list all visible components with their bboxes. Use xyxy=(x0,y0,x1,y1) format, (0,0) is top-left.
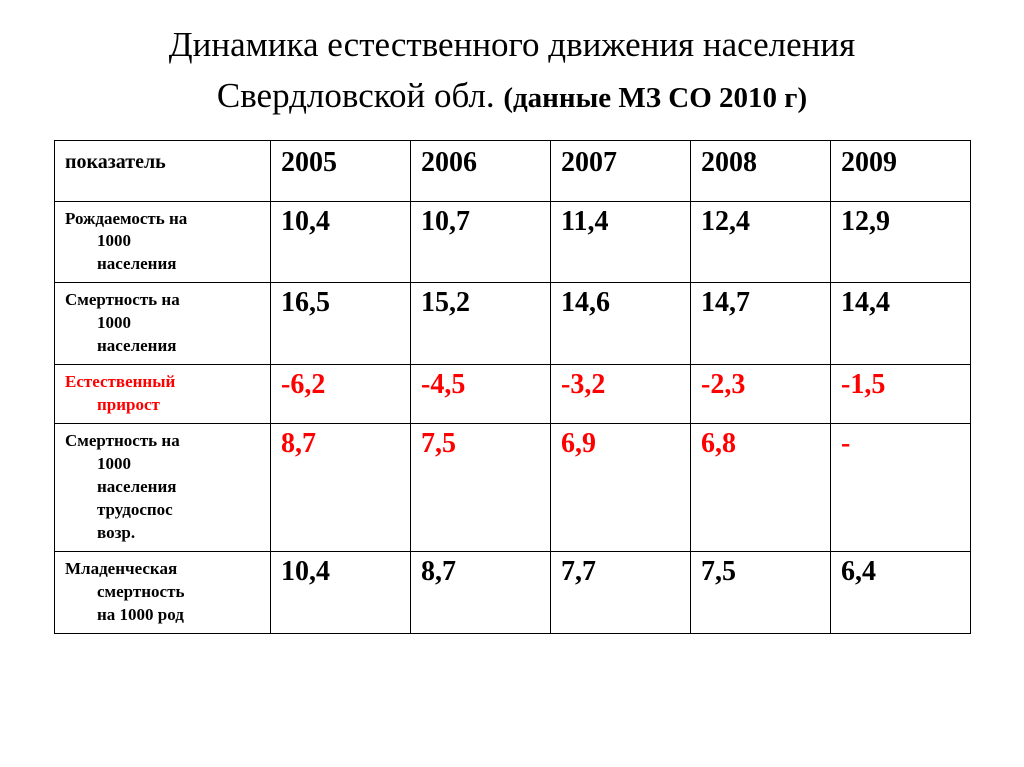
cell-4-1: 8,7 xyxy=(411,551,551,633)
cell-0-0: 10,4 xyxy=(271,201,411,283)
cell-1-2: 14,6 xyxy=(551,283,691,365)
table-header-row: показатель20052006200720082009 xyxy=(55,140,971,201)
cell-2-3: -2,3 xyxy=(691,365,831,424)
title-line2a: Свердловской обл. xyxy=(217,76,495,115)
cell-3-0: 8,7 xyxy=(271,424,411,552)
table-row: Смертность на1000населениятрудоспосвозр.… xyxy=(55,424,971,552)
row-label-4: Младенческаясмертностьна 1000 род xyxy=(55,551,271,633)
cell-3-3: 6,8 xyxy=(691,424,831,552)
cell-4-3: 7,5 xyxy=(691,551,831,633)
cell-1-1: 15,2 xyxy=(411,283,551,365)
cell-2-1: -4,5 xyxy=(411,365,551,424)
cell-2-0: -6,2 xyxy=(271,365,411,424)
table-row: Естественныйприрост-6,2-4,5-3,2-2,3-1,5 xyxy=(55,365,971,424)
slide: Динамика естественного движения населени… xyxy=(0,0,1024,767)
cell-3-2: 6,9 xyxy=(551,424,691,552)
cell-3-4: - xyxy=(831,424,971,552)
row-label-2: Естественныйприрост xyxy=(55,365,271,424)
cell-4-0: 10,4 xyxy=(271,551,411,633)
header-year-4: 2009 xyxy=(831,140,971,201)
cell-2-2: -3,2 xyxy=(551,365,691,424)
row-label-3: Смертность на1000населениятрудоспосвозр. xyxy=(55,424,271,552)
row-label-1: Смертность на1000населения xyxy=(55,283,271,365)
row-label-0: Рождаемость на1000населения xyxy=(55,201,271,283)
page-title: Динамика естественного движения населени… xyxy=(54,20,970,122)
title-line1: Динамика естественного движения населени… xyxy=(169,25,855,64)
cell-1-3: 14,7 xyxy=(691,283,831,365)
table-row: Рождаемость на1000населения10,410,711,41… xyxy=(55,201,971,283)
header-year-3: 2008 xyxy=(691,140,831,201)
cell-0-4: 12,9 xyxy=(831,201,971,283)
title-line2b: (данные МЗ СО 2010 г) xyxy=(503,82,807,114)
cell-0-2: 11,4 xyxy=(551,201,691,283)
header-year-0: 2005 xyxy=(271,140,411,201)
cell-4-2: 7,7 xyxy=(551,551,691,633)
cell-4-4: 6,4 xyxy=(831,551,971,633)
data-table: показатель20052006200720082009Рождаемост… xyxy=(54,140,971,634)
header-label: показатель xyxy=(55,140,271,201)
cell-2-4: -1,5 xyxy=(831,365,971,424)
cell-1-4: 14,4 xyxy=(831,283,971,365)
cell-0-1: 10,7 xyxy=(411,201,551,283)
header-year-1: 2006 xyxy=(411,140,551,201)
header-year-2: 2007 xyxy=(551,140,691,201)
cell-3-1: 7,5 xyxy=(411,424,551,552)
table-row: Младенческаясмертностьна 1000 род10,48,7… xyxy=(55,551,971,633)
cell-0-3: 12,4 xyxy=(691,201,831,283)
table-row: Смертность на1000населения16,515,214,614… xyxy=(55,283,971,365)
cell-1-0: 16,5 xyxy=(271,283,411,365)
